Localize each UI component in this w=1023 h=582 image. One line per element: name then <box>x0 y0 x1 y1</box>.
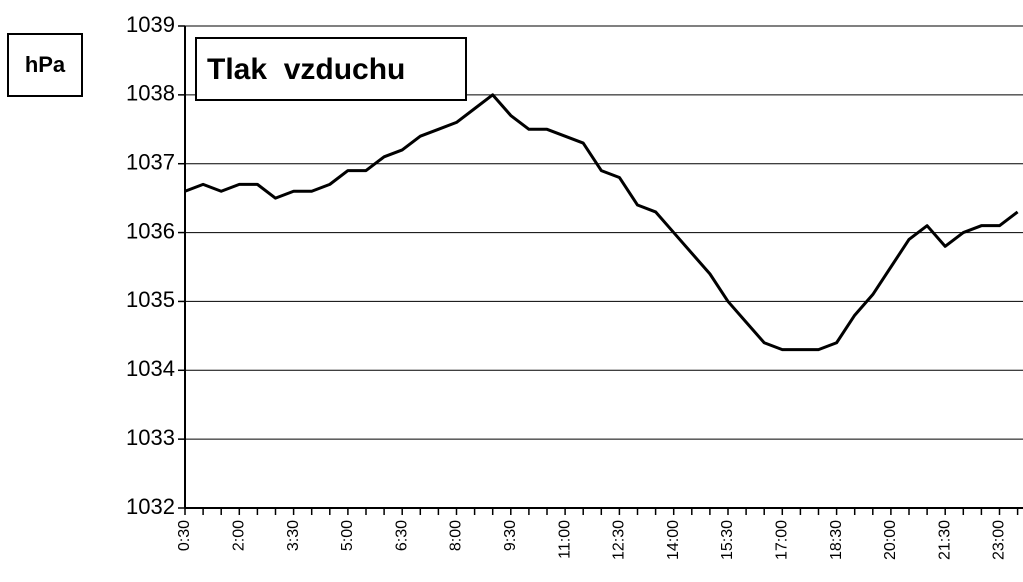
y-axis-label: hPa <box>25 52 66 77</box>
y-tick-label: 1038 <box>126 81 175 106</box>
x-tick-label: 9:30 <box>502 520 519 551</box>
line <box>184 93 1019 352</box>
x-tick-label: 17:00 <box>774 520 791 560</box>
x-tick-label: 2:00 <box>231 520 248 551</box>
x-tick-label: 23:00 <box>991 520 1008 560</box>
x-tick-label: 21:30 <box>936 520 953 560</box>
y-tick-label: 1037 <box>126 150 175 175</box>
x-tick-label: 20:00 <box>882 520 899 560</box>
x-tick-label: 0:30 <box>176 520 193 551</box>
x-tick-label: 12:30 <box>611 520 628 560</box>
y-tick-label: 1034 <box>126 356 175 381</box>
y-tick-label: 1032 <box>126 494 175 519</box>
y-tick-label: 1035 <box>126 287 175 312</box>
y-tick-label: 1033 <box>126 425 175 450</box>
x-tick-label: 5:00 <box>339 520 356 551</box>
x-tick-label: 8:00 <box>448 520 465 551</box>
unit-box <box>7 33 83 97</box>
x-tick-label: 3:30 <box>285 520 302 551</box>
x-tick-label: 18:30 <box>828 520 845 560</box>
x-tick-label: 6:30 <box>393 520 410 551</box>
x-tick-label: 14:00 <box>665 520 682 560</box>
y-tick-label: 1039 <box>126 12 175 37</box>
x-tick-label: 15:30 <box>719 520 736 560</box>
chart-title: Tlak vzduchu <box>207 53 405 86</box>
title-box <box>195 37 467 101</box>
x-tick-label: 11:00 <box>556 520 573 559</box>
y-tick-label: 1036 <box>126 218 175 243</box>
